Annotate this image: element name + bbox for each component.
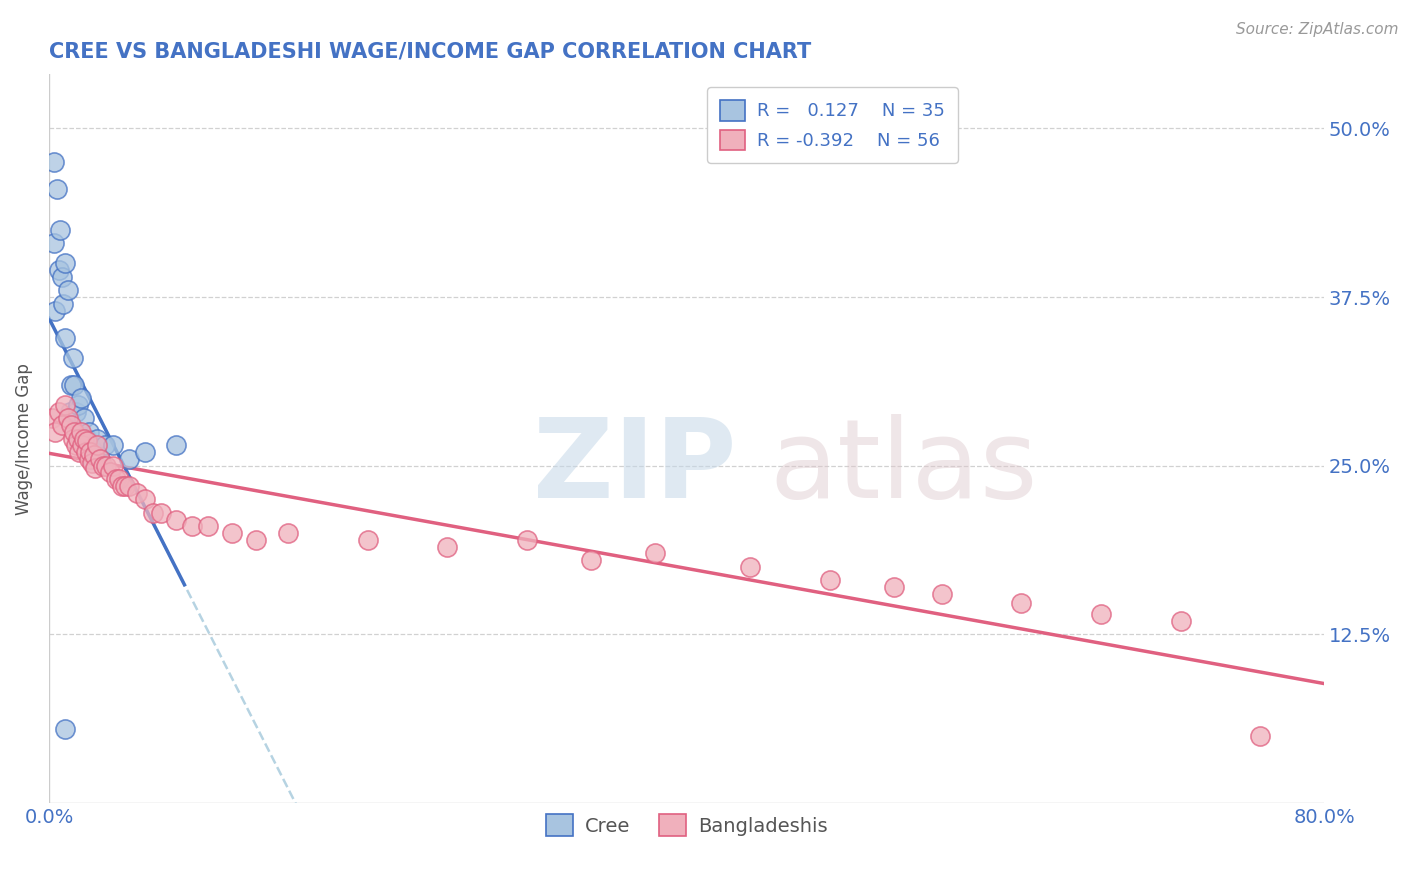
- Point: [75, 445, 97, 459]
- Point: [53, 398, 76, 412]
- Point: [142, 506, 165, 520]
- Point: [63, 425, 86, 439]
- Point: [80, 456, 103, 470]
- Point: [41, 411, 63, 425]
- Point: [134, 445, 156, 459]
- Point: [80, 451, 103, 466]
- Point: [436, 540, 458, 554]
- Point: [166, 438, 188, 452]
- Point: [644, 546, 666, 560]
- Point: [181, 519, 204, 533]
- Point: [96, 458, 118, 473]
- Point: [818, 574, 841, 588]
- Point: [740, 559, 762, 574]
- Y-axis label: Wage/Income Gap: Wage/Income Gap: [15, 363, 32, 515]
- Point: [67, 445, 90, 459]
- Point: [1090, 607, 1112, 621]
- Point: [42, 155, 65, 169]
- Point: [66, 432, 89, 446]
- Point: [221, 526, 243, 541]
- Point: [44, 303, 66, 318]
- Point: [357, 533, 380, 547]
- Point: [94, 438, 117, 452]
- Point: [118, 451, 141, 466]
- Point: [76, 434, 98, 449]
- Point: [125, 485, 148, 500]
- Legend: Cree, Bangladeshis: Cree, Bangladeshis: [537, 806, 835, 844]
- Point: [883, 580, 905, 594]
- Point: [53, 256, 76, 270]
- Point: [89, 451, 111, 466]
- Point: [101, 438, 124, 452]
- Point: [70, 425, 93, 439]
- Point: [277, 526, 299, 541]
- Point: [63, 377, 86, 392]
- Point: [91, 458, 114, 473]
- Point: [56, 411, 79, 425]
- Point: [134, 492, 156, 507]
- Point: [76, 432, 98, 446]
- Point: [79, 438, 101, 452]
- Point: [166, 513, 188, 527]
- Point: [60, 418, 83, 433]
- Point: [516, 533, 538, 547]
- Point: [70, 391, 93, 405]
- Point: [67, 425, 90, 439]
- Point: [48, 405, 70, 419]
- Point: [245, 533, 267, 547]
- Point: [1010, 596, 1032, 610]
- Point: [56, 283, 79, 297]
- Point: [83, 448, 105, 462]
- Text: Source: ZipAtlas.com: Source: ZipAtlas.com: [1236, 22, 1399, 37]
- Point: [45, 182, 67, 196]
- Point: [44, 425, 66, 439]
- Point: [101, 458, 124, 473]
- Point: [65, 405, 87, 419]
- Point: [83, 445, 105, 459]
- Point: [79, 445, 101, 459]
- Point: [51, 418, 73, 433]
- Point: [62, 351, 84, 365]
- Point: [98, 466, 121, 480]
- Point: [77, 451, 100, 466]
- Point: [51, 269, 73, 284]
- Point: [59, 405, 82, 419]
- Text: CREE VS BANGLADESHI WAGE/INCOME GAP CORRELATION CHART: CREE VS BANGLADESHI WAGE/INCOME GAP CORR…: [49, 42, 811, 62]
- Point: [89, 451, 111, 466]
- Text: ZIP: ZIP: [533, 415, 737, 521]
- Point: [52, 297, 75, 311]
- Point: [53, 330, 76, 344]
- Point: [86, 438, 108, 452]
- Point: [118, 479, 141, 493]
- Point: [60, 377, 83, 392]
- Point: [197, 519, 219, 533]
- Point: [72, 438, 94, 452]
- Point: [73, 411, 96, 425]
- Point: [42, 235, 65, 250]
- Point: [62, 432, 84, 446]
- Point: [75, 438, 97, 452]
- Point: [73, 432, 96, 446]
- Point: [49, 222, 72, 236]
- Point: [149, 506, 172, 520]
- Point: [114, 479, 136, 493]
- Point: [72, 432, 94, 446]
- Text: atlas: atlas: [769, 415, 1038, 521]
- Point: [48, 263, 70, 277]
- Point: [84, 461, 107, 475]
- Point: [1170, 614, 1192, 628]
- Point: [66, 398, 89, 412]
- Point: [53, 722, 76, 736]
- Point: [579, 553, 602, 567]
- Point: [77, 425, 100, 439]
- Point: [86, 432, 108, 446]
- Point: [104, 472, 127, 486]
- Point: [108, 472, 131, 486]
- Point: [931, 587, 953, 601]
- Point: [65, 438, 87, 452]
- Point: [111, 479, 134, 493]
- Point: [1249, 729, 1271, 743]
